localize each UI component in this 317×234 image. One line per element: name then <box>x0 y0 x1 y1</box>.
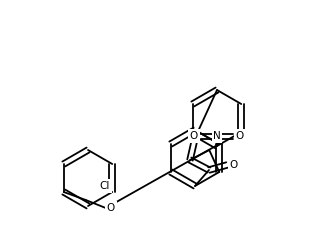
Text: O: O <box>107 203 115 213</box>
Text: O: O <box>236 131 244 141</box>
Text: O: O <box>190 131 198 141</box>
Text: O: O <box>230 160 238 170</box>
Text: N: N <box>213 131 221 141</box>
Text: Cl: Cl <box>100 181 110 191</box>
